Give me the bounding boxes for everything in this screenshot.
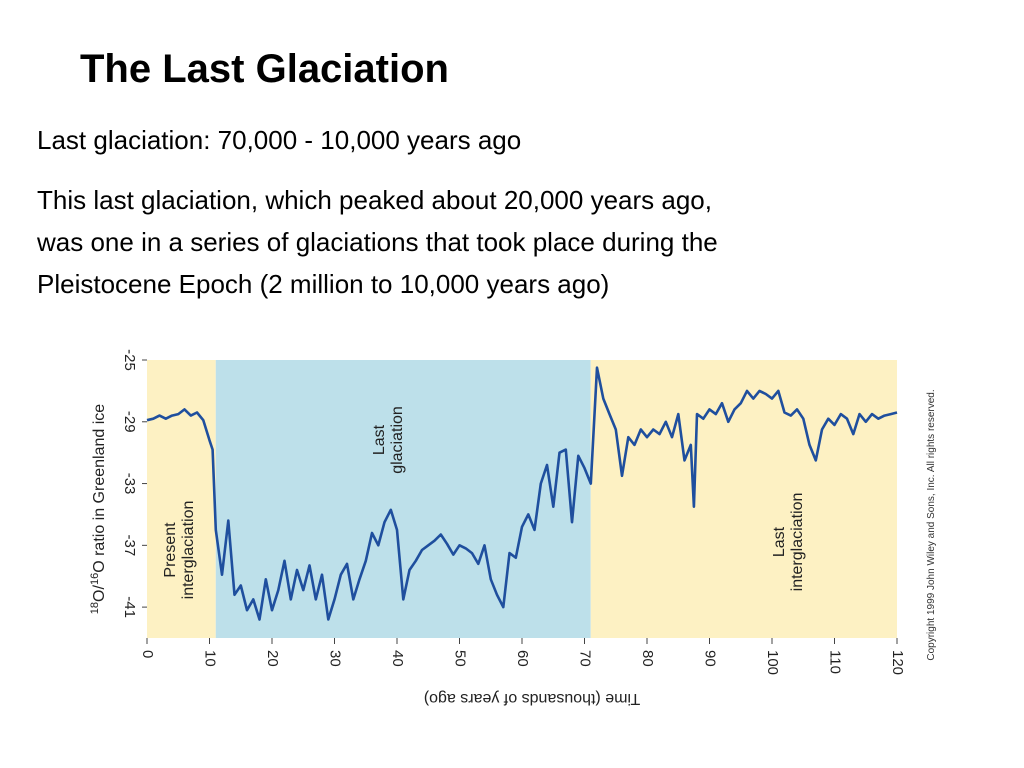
y-axis-label-part: O ratio in Greenland ice — [91, 404, 108, 573]
paragraph-line: Pleistocene Epoch (2 million to 10,000 y… — [37, 269, 609, 299]
region-label: glaciation — [389, 406, 406, 474]
region-label: interglaciation — [789, 493, 806, 592]
region — [590, 360, 897, 638]
subtitle: Last glaciation: 70,000 - 10,000 years a… — [37, 125, 521, 155]
x-tick-label: 30 — [327, 650, 344, 667]
x-tick-label: 80 — [639, 650, 656, 667]
x-tick-label: 60 — [514, 650, 531, 667]
x-tick-label: 90 — [702, 650, 719, 667]
y-axis-label-part: 16 — [89, 573, 101, 585]
x-tick-label: 120 — [889, 650, 906, 675]
slide-title: The Last Glaciation — [80, 47, 449, 91]
paragraph-line: was one in a series of glaciations that … — [36, 227, 718, 257]
line-series — [146, 366, 898, 621]
region-label: Present — [162, 522, 179, 578]
y-tick-label: -37 — [121, 534, 138, 556]
y-tick-label: -33 — [121, 473, 138, 495]
x-axis-label: Time (thousands of years ago) — [424, 690, 640, 707]
x-tick-label: 70 — [577, 650, 594, 667]
region-label: Last — [771, 526, 788, 557]
region-label: Last — [371, 424, 388, 455]
x-tick-label: 40 — [389, 650, 406, 667]
x-tick-label: 10 — [202, 650, 219, 667]
x-tick-label: 0 — [139, 650, 156, 658]
y-axis-label-part: O/ — [91, 584, 108, 601]
copyright: Copyright 1999 John Wiley and Sons, Inc.… — [926, 389, 937, 660]
region — [147, 360, 216, 638]
x-tick-label: 110 — [827, 650, 844, 674]
region-label: interglaciation — [180, 501, 197, 600]
x-tick-label: 20 — [264, 650, 281, 667]
y-tick-label: -41 — [121, 596, 138, 618]
y-tick-label: -29 — [121, 411, 138, 433]
x-tick-label: 100 — [764, 650, 781, 675]
x-tick-label: 50 — [452, 650, 469, 667]
y-axis-label: 18O/16O ratio in Greenland ice — [89, 404, 108, 614]
paragraph-line: This last glaciation, which peaked about… — [37, 185, 712, 215]
y-tick-label: -25 — [121, 349, 138, 371]
y-axis-label-part: 18 — [89, 602, 101, 614]
